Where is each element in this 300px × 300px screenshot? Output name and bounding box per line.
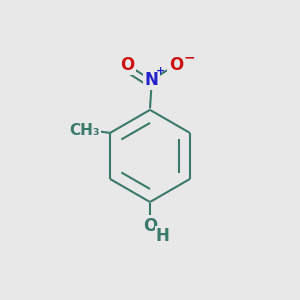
Text: O: O <box>143 217 157 235</box>
Text: H: H <box>155 227 170 245</box>
Text: O: O <box>120 56 134 74</box>
Text: −: − <box>183 50 195 64</box>
Text: +: + <box>156 66 165 76</box>
Text: CH₃: CH₃ <box>70 123 100 138</box>
Text: O: O <box>169 56 183 74</box>
Text: N: N <box>145 71 158 89</box>
